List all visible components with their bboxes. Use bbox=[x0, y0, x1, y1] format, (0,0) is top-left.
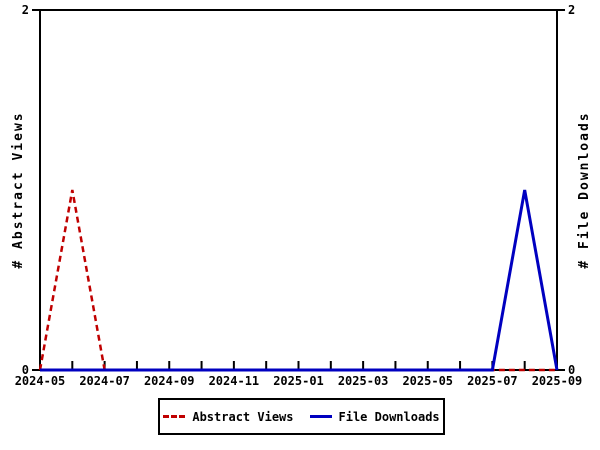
x-tick-label: 2024-07 bbox=[79, 374, 130, 388]
y-tick-label-right: 0 bbox=[568, 363, 575, 377]
x-tick-label: 2025-01 bbox=[273, 374, 324, 388]
plot-border-group bbox=[39, 9, 558, 371]
x-tick-label: 2024-09 bbox=[144, 374, 195, 388]
file-downloads-line-sample-icon bbox=[309, 415, 332, 418]
y-tick-label-right: 2 bbox=[568, 3, 575, 17]
axis-ticks-group bbox=[32, 9, 565, 371]
plot-border bbox=[39, 9, 558, 371]
y-tick-label-left: 0 bbox=[22, 363, 29, 377]
series-lines-group bbox=[38, 189, 559, 372]
x-tick-label: 2025-09 bbox=[532, 374, 583, 388]
legend-label-file-downloads: File Downloads bbox=[338, 409, 440, 424]
x-tick-label: 2024-11 bbox=[209, 374, 260, 388]
x-tick-label: 2025-07 bbox=[467, 374, 518, 388]
x-tick-label: 2025-03 bbox=[338, 374, 389, 388]
series-line-file-downloads bbox=[40, 189, 559, 372]
series-line-abstract-views bbox=[38, 189, 557, 372]
abstract-views-line-sample-icon bbox=[163, 415, 186, 418]
legend-entry-abstract-views: Abstract Views bbox=[163, 409, 294, 424]
x-tick-label: 2024-05 bbox=[15, 374, 66, 388]
legend: Abstract Views File Downloads bbox=[158, 398, 445, 435]
y-axis-label-left: # Abstract Views bbox=[11, 111, 26, 268]
legend-label-abstract-views: Abstract Views bbox=[192, 409, 294, 424]
tick-labels-group: 2024-05 2024-07 2024-09 2024-11 2025-01 2025-… bbox=[15, 3, 583, 388]
x-tick-label: 2025-05 bbox=[402, 374, 453, 388]
legend-entry-file-downloads: File Downloads bbox=[309, 409, 440, 424]
y-axis-label-right: # File Downloads bbox=[577, 111, 592, 268]
y-tick-label-left: 2 bbox=[22, 3, 29, 17]
